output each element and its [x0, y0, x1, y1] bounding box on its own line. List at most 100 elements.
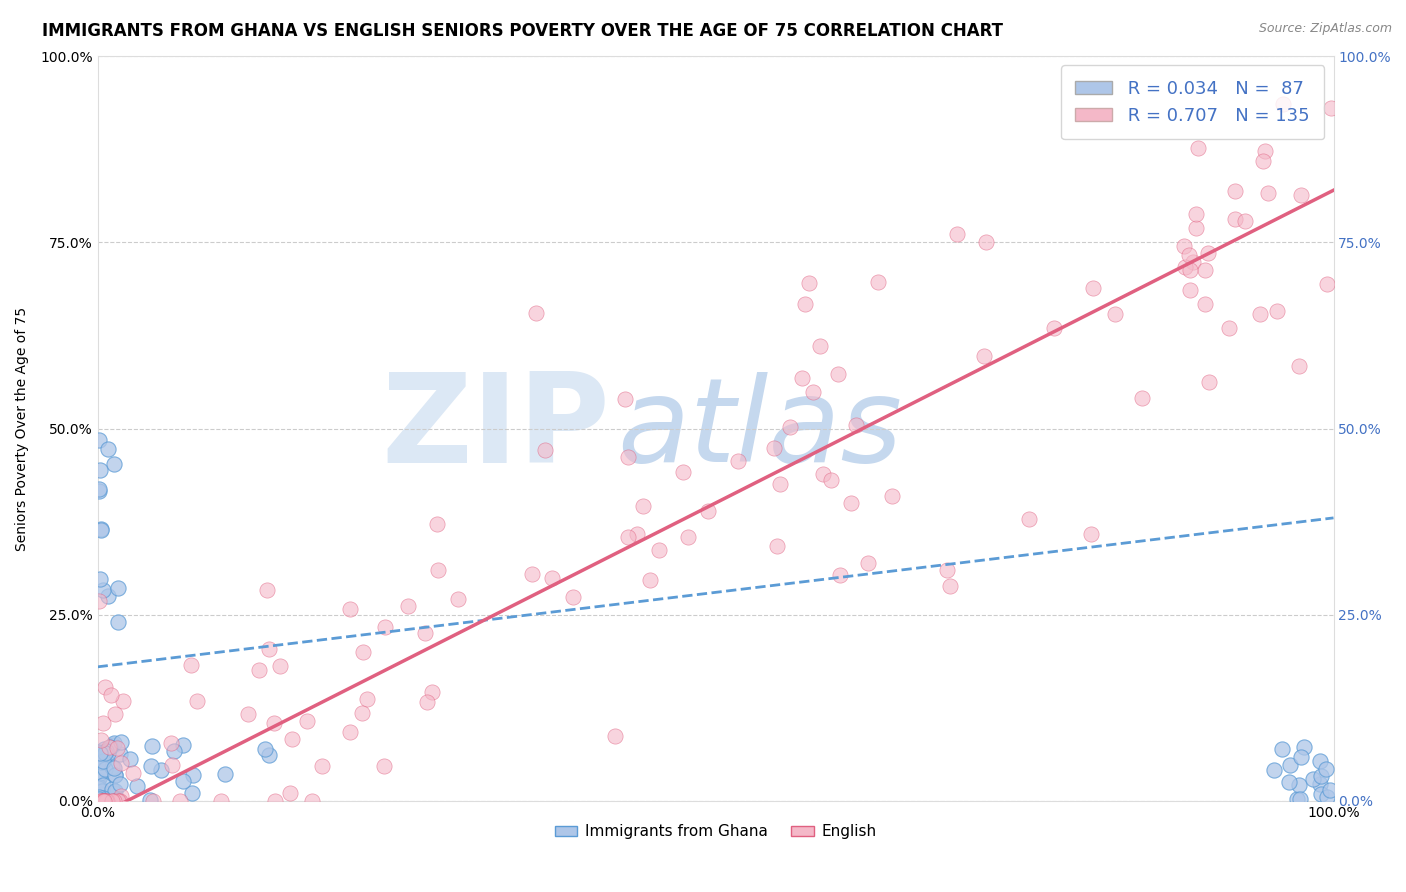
- Point: [163, 744, 186, 758]
- Point: [90, 523, 112, 537]
- Point: [808, 338, 831, 352]
- Point: [793, 297, 815, 311]
- Point: [671, 465, 693, 479]
- Point: [101, 759, 124, 773]
- Point: [1187, 141, 1209, 155]
- Point: [352, 706, 374, 720]
- Point: [1173, 238, 1195, 252]
- Point: [541, 571, 564, 585]
- Point: [1289, 188, 1312, 202]
- Point: [93, 741, 115, 756]
- Point: [534, 443, 557, 458]
- Point: [97, 747, 120, 761]
- Point: [1178, 284, 1201, 298]
- Point: [89, 433, 111, 447]
- Point: [103, 761, 125, 775]
- Point: [373, 759, 395, 773]
- Point: [830, 567, 852, 582]
- Point: [1289, 750, 1312, 764]
- Point: [97, 739, 120, 754]
- Point: [91, 791, 114, 805]
- Point: [108, 777, 131, 791]
- Point: [98, 739, 121, 754]
- Point: [111, 694, 134, 708]
- Point: [827, 367, 849, 381]
- Point: [89, 745, 111, 759]
- Point: [141, 739, 163, 753]
- Point: [1218, 320, 1240, 334]
- Point: [93, 794, 115, 808]
- Point: [247, 663, 270, 677]
- Point: [522, 566, 544, 581]
- Point: [87, 792, 110, 806]
- Point: [90, 794, 112, 808]
- Point: [1257, 186, 1279, 201]
- Point: [1081, 281, 1104, 295]
- Point: [1279, 757, 1302, 772]
- Point: [792, 371, 814, 385]
- Point: [86, 772, 108, 787]
- Point: [257, 747, 280, 762]
- Point: [1223, 212, 1246, 227]
- Point: [946, 227, 969, 241]
- Point: [1309, 787, 1331, 801]
- Point: [89, 463, 111, 477]
- Point: [94, 746, 117, 760]
- Point: [236, 707, 259, 722]
- Point: [87, 483, 110, 498]
- Point: [797, 277, 820, 291]
- Point: [617, 450, 640, 465]
- Point: [94, 680, 117, 694]
- Point: [89, 482, 111, 496]
- Point: [1286, 792, 1309, 806]
- Point: [101, 738, 124, 752]
- Point: [1174, 260, 1197, 275]
- Point: [1310, 769, 1333, 783]
- Point: [103, 736, 125, 750]
- Point: [676, 530, 699, 544]
- Point: [89, 769, 111, 783]
- Text: Source: ZipAtlas.com: Source: ZipAtlas.com: [1258, 22, 1392, 36]
- Point: [87, 790, 110, 805]
- Point: [936, 563, 959, 577]
- Point: [801, 385, 824, 400]
- Point: [104, 784, 127, 798]
- Point: [1194, 263, 1216, 277]
- Point: [301, 794, 323, 808]
- Point: [150, 763, 173, 777]
- Point: [139, 758, 162, 772]
- Point: [91, 716, 114, 731]
- Point: [845, 417, 868, 432]
- Point: [352, 645, 374, 659]
- Point: [97, 442, 120, 456]
- Point: [104, 768, 127, 782]
- Point: [1254, 145, 1277, 159]
- Point: [89, 593, 111, 607]
- Point: [339, 602, 361, 616]
- Point: [269, 659, 291, 673]
- Point: [162, 757, 184, 772]
- Point: [1315, 762, 1337, 776]
- Point: [91, 793, 114, 807]
- Point: [86, 746, 108, 760]
- Point: [1316, 277, 1339, 291]
- Point: [1302, 772, 1324, 787]
- Point: [839, 496, 862, 510]
- Point: [110, 789, 132, 803]
- Point: [1251, 154, 1274, 169]
- Point: [938, 578, 960, 592]
- Point: [524, 306, 547, 320]
- Point: [105, 793, 128, 807]
- Point: [94, 743, 117, 757]
- Point: [103, 794, 125, 808]
- Point: [1263, 763, 1285, 777]
- Point: [447, 591, 470, 606]
- Point: [1104, 307, 1126, 321]
- Point: [1080, 527, 1102, 541]
- Point: [1265, 303, 1288, 318]
- Point: [1182, 254, 1205, 268]
- Point: [697, 504, 720, 518]
- Point: [631, 499, 654, 513]
- Text: IMMIGRANTS FROM GHANA VS ENGLISH SENIORS POVERTY OVER THE AGE OF 75 CORRELATION : IMMIGRANTS FROM GHANA VS ENGLISH SENIORS…: [42, 22, 1002, 40]
- Point: [1272, 97, 1295, 112]
